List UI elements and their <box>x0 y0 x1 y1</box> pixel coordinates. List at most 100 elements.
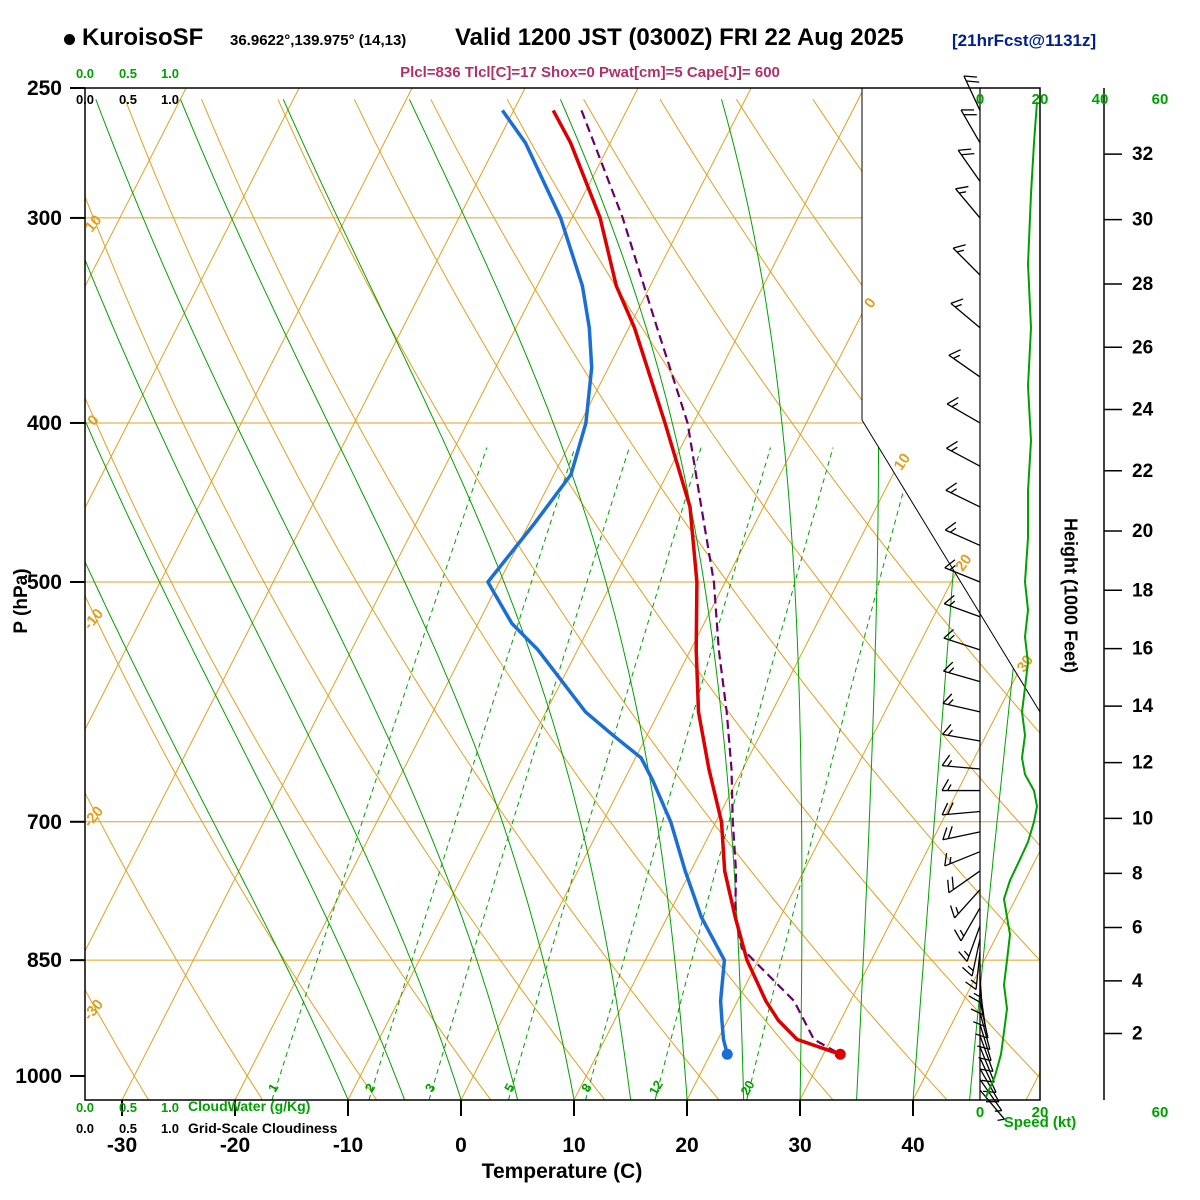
svg-text:0: 0 <box>976 91 984 108</box>
wind-barb <box>979 1046 995 1083</box>
stability-indices-line: Plcl=836 Tlcl[C]=17 Shox=0 Pwat[cm]=5 Ca… <box>400 64 780 81</box>
temperature-curve <box>551 109 841 1056</box>
pressure-axis-title: P (hPa) <box>11 568 32 634</box>
svg-text:0: 0 <box>455 1134 467 1157</box>
wind-barb <box>944 851 981 867</box>
wind-barb <box>960 109 981 144</box>
cloud-scale-rows: 0.0 0.0 0.5 0.5 1.0 1.0 0.0 0.0 0.5 0.5 1.0 1.0 <box>76 66 179 1136</box>
svg-text:20: 20 <box>737 1078 757 1098</box>
wind-barb <box>979 1035 994 1073</box>
wind-speed-curve <box>985 102 1039 1098</box>
svg-text:14: 14 <box>1132 696 1154 717</box>
wind-barb <box>944 521 981 547</box>
svg-text:30: 30 <box>1014 652 1037 675</box>
wind-barb <box>950 298 981 329</box>
wind-barb <box>942 826 981 841</box>
height-axis-title: Height (1000 Feet) <box>1060 517 1081 674</box>
wind-barb <box>949 889 981 919</box>
svg-text:0.5: 0.5 <box>119 1121 137 1136</box>
wind-barb <box>957 148 981 182</box>
wind-barb <box>963 75 981 111</box>
svg-text:16: 16 <box>1132 639 1153 660</box>
svg-text:18: 18 <box>1132 580 1153 601</box>
svg-text:250: 250 <box>27 77 62 100</box>
svg-text:0: 0 <box>861 295 880 312</box>
svg-text:0.5: 0.5 <box>119 66 137 81</box>
svg-text:0.5: 0.5 <box>119 1100 137 1115</box>
wind-barb <box>943 661 981 683</box>
wind-barb <box>948 349 981 378</box>
station-name: KuroisoSF <box>82 24 204 51</box>
wind-barb <box>941 778 980 792</box>
wind-barb <box>977 1012 991 1051</box>
svg-text:10: 10 <box>891 450 914 473</box>
wind-barb <box>979 1068 1000 1103</box>
svg-text:700: 700 <box>27 811 62 834</box>
svg-text:1.0: 1.0 <box>161 1121 179 1136</box>
svg-text:10: 10 <box>562 1134 585 1157</box>
svg-text:-30: -30 <box>80 996 107 1024</box>
speed-axis-title: Speed (kt) <box>1003 1114 1077 1131</box>
wind-barb <box>946 396 981 424</box>
svg-text:500: 500 <box>27 571 62 594</box>
background-grid <box>85 88 1040 1100</box>
wind-barb <box>942 724 981 742</box>
sounding-profiles <box>486 109 846 1060</box>
svg-text:32: 32 <box>1132 144 1153 165</box>
svg-text:20: 20 <box>1032 1104 1049 1121</box>
valid-time-title: Valid 1200 JST (0300Z) FRI 22 Aug 2025 <box>455 24 904 51</box>
svg-text:2: 2 <box>1132 1023 1143 1044</box>
wind-barb <box>953 907 981 942</box>
svg-text:-10: -10 <box>333 1134 363 1157</box>
svg-text:1.0: 1.0 <box>161 1100 179 1115</box>
wind-barb <box>943 628 981 651</box>
svg-text:0: 0 <box>976 1104 984 1121</box>
svg-text:28: 28 <box>1132 274 1153 295</box>
wind-barb <box>945 482 981 508</box>
svg-text:22: 22 <box>1132 461 1153 482</box>
wind-barb <box>946 440 981 467</box>
svg-text:60: 60 <box>1152 1104 1169 1121</box>
wind-barb <box>941 802 981 816</box>
svg-text:5: 5 <box>501 1081 518 1095</box>
svg-text:0.5: 0.5 <box>119 92 137 107</box>
wind-barb <box>968 964 981 1003</box>
station-coordinates: 36.9622°,139.975° (14,13) <box>230 32 407 49</box>
svg-text:20: 20 <box>1032 91 1049 108</box>
svg-text:1: 1 <box>265 1081 282 1095</box>
svg-text:8: 8 <box>1132 863 1143 884</box>
cloudwater-scale-title: CloudWater (g/Kg) <box>188 1098 311 1114</box>
svg-text:30: 30 <box>788 1134 811 1157</box>
cloudiness-scale-title: Grid-Scale Cloudiness <box>188 1120 338 1136</box>
wind-barb <box>978 1024 992 1062</box>
svg-text:24: 24 <box>1132 400 1154 421</box>
temperature-axis-title: Temperature (C) <box>481 1160 643 1183</box>
svg-text:-20: -20 <box>220 1134 250 1157</box>
svg-text:30: 30 <box>1132 210 1153 231</box>
wind-barb <box>979 1079 1003 1112</box>
wind-barb <box>941 754 981 770</box>
svg-text:40: 40 <box>1092 91 1109 108</box>
svg-text:1000: 1000 <box>15 1065 62 1088</box>
wind-barb <box>965 951 981 991</box>
wind-barb <box>942 693 981 713</box>
wind-barb <box>962 938 981 977</box>
plot-frame <box>84 87 1041 1101</box>
svg-text:12: 12 <box>1132 753 1153 774</box>
surface-temperature-dot <box>834 1048 846 1060</box>
svg-text:20: 20 <box>1132 521 1153 542</box>
svg-text:40: 40 <box>901 1134 924 1157</box>
svg-text:0.0: 0.0 <box>76 1100 94 1115</box>
svg-text:0.0: 0.0 <box>76 92 94 107</box>
svg-text:850: 850 <box>27 949 62 972</box>
svg-text:-10: -10 <box>80 605 107 633</box>
parcel-ascent-curve <box>580 110 841 1056</box>
forecast-lead-label: [21hrFcst@1131z] <box>952 31 1097 50</box>
wind-barb <box>955 185 981 219</box>
dewpoint-curve <box>486 109 729 1055</box>
wind-barb <box>958 925 981 962</box>
